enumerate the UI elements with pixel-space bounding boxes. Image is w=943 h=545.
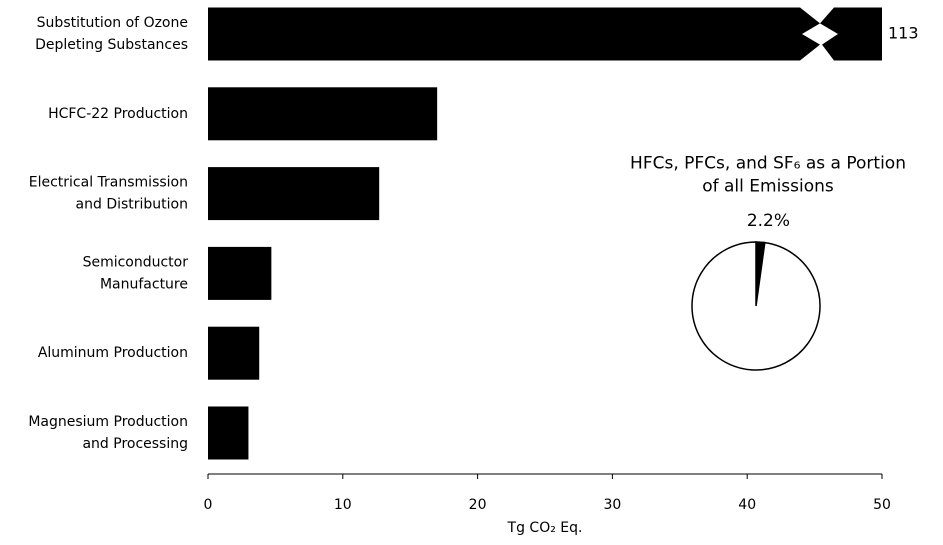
x-tick-label: 0 [204,497,213,513]
bar [208,246,272,300]
bar [208,326,260,380]
y-tick-label: Semiconductor Manufacture [83,254,189,292]
y-tick-label: Electrical Transmission and Distribution [29,175,188,213]
bar [208,406,249,460]
pie-slice [691,241,821,371]
value-label: 2.2% [747,211,790,231]
x-tick-label: 40 [738,497,756,513]
bar [208,7,882,61]
pie-title: HFCs, PFCs, and SF₆ as a Portion of all E… [630,154,906,197]
y-tick-label: Aluminum Production [38,345,188,361]
bar [208,167,380,221]
x-axis-label: Tg CO₂ Eq. [507,520,583,536]
y-tick-label: Substitution of Ozone Depleting Substance… [35,15,188,53]
y-tick-label: HCFC-22 Production [48,106,188,122]
x-tick-label: 20 [469,497,487,513]
x-tick-label: 10 [334,497,352,513]
axis-break [800,7,838,61]
bar [208,87,438,141]
value-label: 113 [888,24,919,43]
x-tick-label: 50 [873,497,891,513]
y-tick-label: Magnesium Production and Processing [28,414,188,452]
x-tick-label: 30 [603,497,621,513]
